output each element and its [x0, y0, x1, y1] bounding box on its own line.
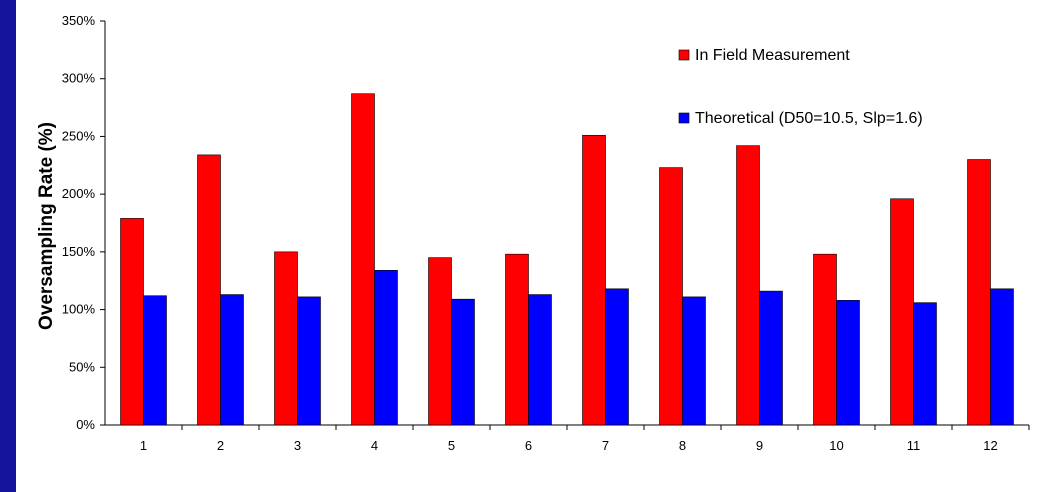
bar-in-field-measurement — [967, 159, 991, 426]
bar-in-field-measurement — [659, 167, 683, 426]
x-tick-label: 12 — [983, 438, 997, 453]
x-tick-label: 4 — [371, 438, 378, 453]
legend-label: Theoretical (D50=10.5, Slp=1.6) — [695, 110, 923, 127]
legend-swatch — [678, 112, 690, 124]
bar-theoretical — [913, 302, 937, 426]
x-tick-label: 9 — [756, 438, 763, 453]
bar-theoretical — [528, 294, 552, 426]
bar-theoretical — [836, 300, 860, 426]
bar-theoretical — [759, 290, 783, 426]
axes — [100, 20, 1030, 430]
legend-label: In Field Measurement — [695, 47, 850, 64]
y-tick-label: 150% — [62, 244, 96, 259]
bar-in-field-measurement — [120, 218, 144, 426]
y-axis-title: Oversampling Rate (%) — [36, 122, 57, 330]
x-tick-label: 7 — [602, 438, 609, 453]
x-tick-label: 11 — [907, 438, 921, 453]
y-tick-label: 0% — [76, 417, 95, 432]
x-tick-label: 10 — [829, 438, 843, 453]
bar-theoretical — [451, 298, 475, 426]
x-tick-label: 2 — [217, 438, 224, 453]
y-tick-label: 300% — [62, 71, 96, 86]
bar-theoretical — [220, 294, 244, 426]
bar-in-field-measurement — [813, 253, 837, 426]
x-tick-label: 5 — [448, 438, 455, 453]
bars — [120, 93, 1014, 426]
legend: In Field Measurement Theoretical (D50=10.… — [678, 47, 923, 127]
bar-theoretical — [143, 295, 167, 426]
bar-theoretical — [605, 288, 629, 426]
bar-in-field-measurement — [274, 251, 298, 426]
bar-theoretical — [374, 270, 398, 426]
x-tick-label: 8 — [679, 438, 686, 453]
y-tick-label: 200% — [62, 186, 96, 201]
bar-theoretical — [682, 296, 706, 426]
legend-swatch — [678, 49, 690, 61]
y-tick-label: 100% — [62, 302, 96, 317]
bar-in-field-measurement — [582, 134, 606, 426]
bar-theoretical — [297, 296, 321, 426]
y-tick-label: 50% — [69, 359, 95, 374]
bar-in-field-measurement — [428, 257, 452, 426]
bar-in-field-measurement — [197, 154, 221, 426]
bar-theoretical — [990, 288, 1014, 426]
bar-in-field-measurement — [736, 145, 760, 426]
bar-in-field-measurement — [351, 93, 375, 426]
y-tick-label: 250% — [62, 128, 96, 143]
bar-in-field-measurement — [505, 253, 529, 426]
bar-in-field-measurement — [890, 198, 914, 426]
y-tick-label: 350% — [62, 13, 96, 28]
x-tick-label: 3 — [294, 438, 301, 453]
x-tick-label: 1 — [140, 438, 147, 453]
tick-labels: 0%50%100%150%200%250%300%350%1 2 3 4 5 6 7 8 9 10… — [62, 13, 998, 453]
x-tick-label: 6 — [525, 438, 532, 453]
